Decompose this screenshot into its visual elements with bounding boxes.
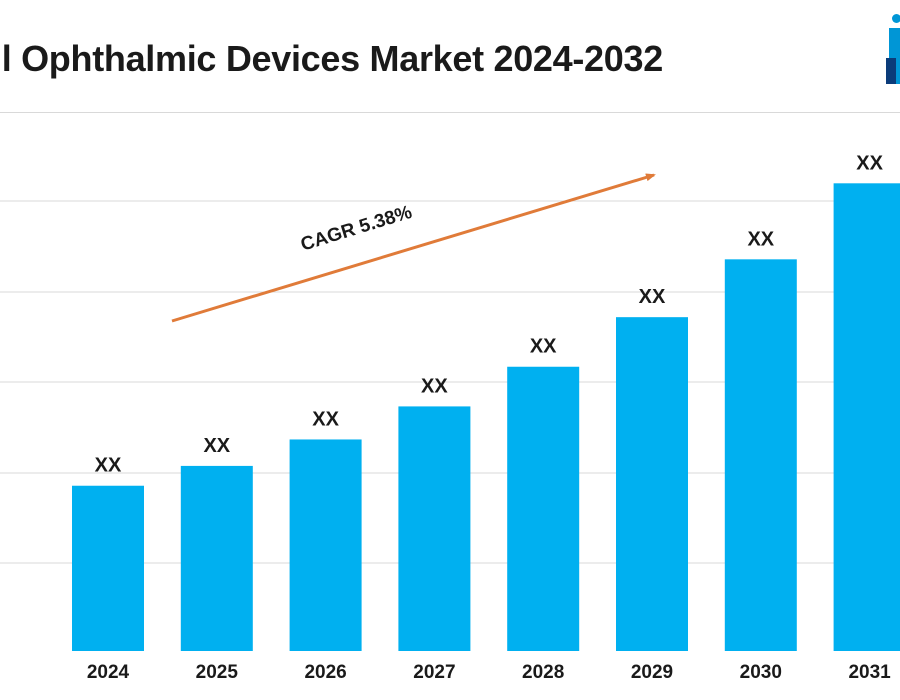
value-labels: XX XX XX XX XX XX XX XX xyxy=(95,152,884,476)
x-tick-2025: 2025 xyxy=(196,662,239,683)
x-tick-2027: 2027 xyxy=(413,662,455,683)
cagr-annotation: CAGR 5.38% xyxy=(298,202,414,256)
chart-title: il Ophthalmic Devices Market 2024-2032 xyxy=(0,38,663,79)
bars xyxy=(72,183,900,651)
x-axis-ticks: 2024 2025 2026 2027 2028 2029 2030 2031 xyxy=(87,662,891,683)
data-label-2030: XX xyxy=(747,228,774,250)
data-label-2024: XX xyxy=(95,455,122,477)
cagr-trend-arrow xyxy=(171,173,656,323)
logo-stem xyxy=(889,28,900,84)
data-label-2025: XX xyxy=(203,435,230,457)
company-logo xyxy=(886,14,900,94)
x-tick-2030: 2030 xyxy=(740,662,782,683)
x-tick-2026: 2026 xyxy=(304,662,346,683)
bar-2027 xyxy=(398,406,471,651)
data-label-2031: XX xyxy=(856,152,883,174)
bar-2025 xyxy=(180,465,253,651)
logo-dot xyxy=(892,14,900,23)
bar-2026 xyxy=(289,439,362,651)
logo-bar xyxy=(886,58,896,84)
title-divider xyxy=(0,112,900,113)
data-label-2027: XX xyxy=(421,375,448,397)
x-tick-2029: 2029 xyxy=(631,662,673,683)
data-label-2028: XX xyxy=(530,336,557,358)
x-tick-2031: 2031 xyxy=(848,662,891,683)
bar-2029 xyxy=(616,317,688,651)
x-tick-2028: 2028 xyxy=(522,662,564,683)
data-label-2026: XX xyxy=(312,408,339,430)
data-label-2029: XX xyxy=(639,286,666,308)
x-tick-2024: 2024 xyxy=(87,662,130,683)
bar-2030 xyxy=(724,259,797,651)
bar-2031 xyxy=(833,183,900,651)
bar-2024 xyxy=(72,485,144,651)
bar-2028 xyxy=(507,366,580,651)
